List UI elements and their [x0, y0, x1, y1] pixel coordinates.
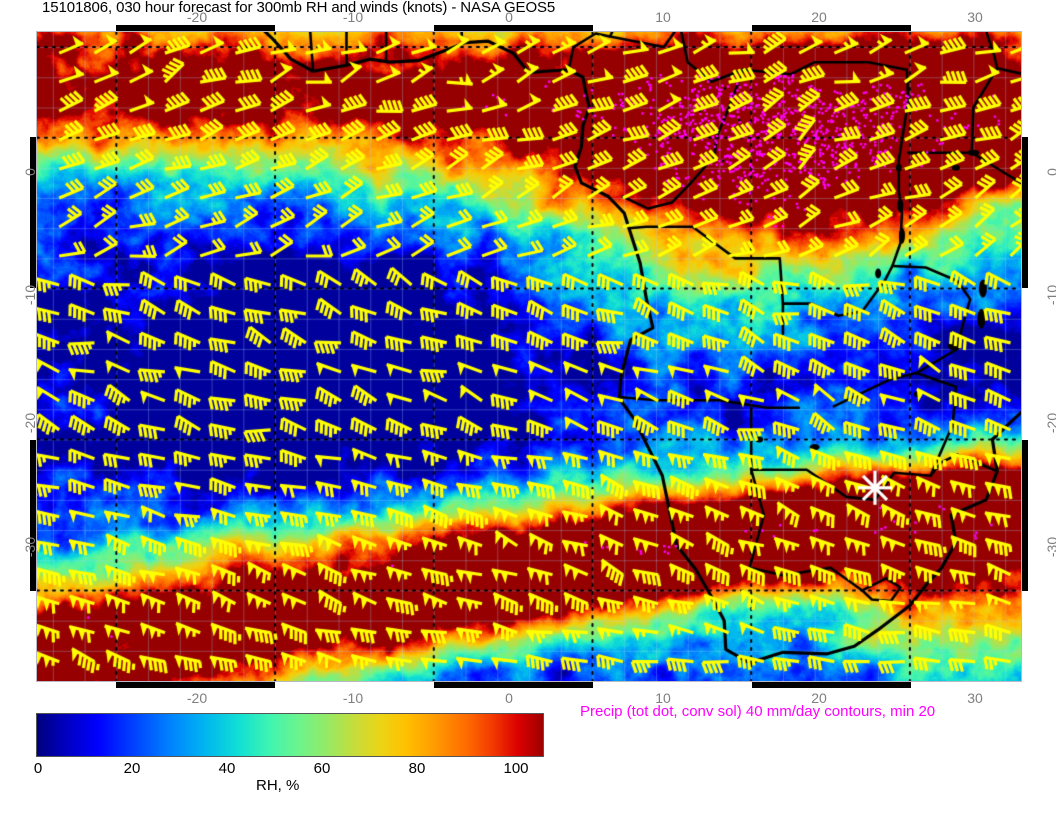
rh-colorbar[interactable] — [36, 713, 544, 757]
axis-tick-label: -10 — [1044, 284, 1056, 306]
axis-tick-label: -10 — [22, 284, 38, 306]
axis-tick-label: 0 — [505, 9, 513, 25]
axis-tickbar-top — [36, 25, 1022, 31]
colorbar-tick-label: 0 — [33, 760, 43, 777]
axis-tick-label: 0 — [505, 690, 513, 706]
colorbar-tick-label: 60 — [313, 760, 331, 777]
axis-tickbar-right — [1022, 31, 1028, 682]
axis-tick-label: 0 — [1044, 168, 1056, 176]
axis-tick-label: 20 — [811, 690, 827, 706]
colorbar-tick-label: 100 — [503, 760, 529, 777]
axis-tickbar-left — [30, 31, 36, 682]
axis-tick-label: -10 — [342, 9, 364, 25]
tick-segment — [115, 682, 275, 688]
tick-segment — [30, 136, 36, 289]
tick-segment — [1022, 439, 1028, 592]
colorbar-tick-label: 20 — [123, 760, 141, 777]
tick-segment — [115, 25, 275, 31]
axis-tick-label: -30 — [22, 536, 38, 558]
colorbar-axis-label: RH, % — [256, 777, 300, 794]
axis-tick-label: 10 — [655, 9, 671, 25]
axis-tickbar-bottom — [36, 682, 1022, 688]
axis-tick-label: 10 — [655, 690, 671, 706]
colorbar-tick-label: 40 — [218, 760, 236, 777]
page-title: 15101806, 030 hour forecast for 300mb RH… — [42, 0, 556, 16]
axis-tick-label: 20 — [811, 9, 827, 25]
tick-segment — [751, 682, 911, 688]
axis-tick-label: 0 — [22, 168, 38, 176]
axis-tick-label: -20 — [186, 9, 208, 25]
tick-segment — [433, 682, 593, 688]
axis-tick-label: -20 — [1044, 412, 1056, 434]
precip-annotation: Precip (tot dot, conv sol) 40 mm/day con… — [580, 703, 936, 720]
colorbar-tick-label: 80 — [408, 760, 426, 777]
axis-tick-label: -30 — [1044, 536, 1056, 558]
axis-tick-label: -20 — [22, 412, 38, 434]
axis-tick-label: 30 — [967, 9, 983, 25]
map-plot-area[interactable] — [36, 31, 1022, 682]
tick-segment — [433, 25, 593, 31]
rh-wind-map-canvas[interactable] — [37, 32, 1021, 681]
axis-tick-label: -20 — [186, 690, 208, 706]
axis-tick-label: -10 — [342, 690, 364, 706]
axis-tick-label: 30 — [967, 690, 983, 706]
tick-segment — [30, 439, 36, 592]
tick-segment — [751, 25, 911, 31]
tick-segment — [1022, 136, 1028, 289]
